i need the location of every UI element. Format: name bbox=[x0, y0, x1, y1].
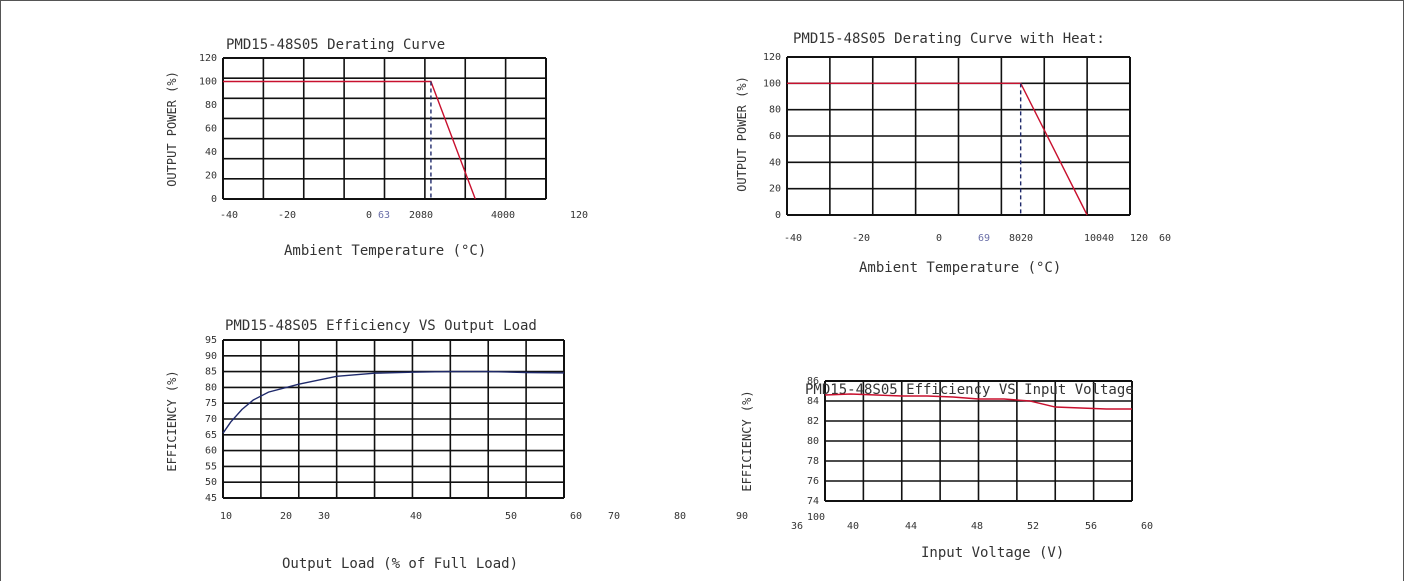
c1-series-line bbox=[223, 80, 476, 200]
c2-ytick-label: 60 bbox=[769, 131, 781, 142]
c2-ylabel: OUTPUT POWER (%) bbox=[735, 76, 749, 192]
c4-xtick-label: 44 bbox=[905, 521, 917, 532]
c3-ytick-label: 75 bbox=[205, 398, 217, 409]
c1-ytick-label: 100 bbox=[199, 77, 217, 88]
c4-series-line bbox=[824, 393, 1132, 410]
c1-ytick-label: 40 bbox=[205, 147, 217, 158]
c3-xtick-label: 70 bbox=[608, 511, 620, 522]
c3-ytick-label: 70 bbox=[205, 414, 217, 425]
c4-xtick-extra: 100 bbox=[807, 512, 825, 523]
c2-ytick-label: 40 bbox=[769, 157, 781, 168]
c4-xlabel: Input Voltage (V) bbox=[921, 545, 1064, 561]
c1-xtick-label: -20 bbox=[278, 210, 296, 221]
c3-xtick-label: 60 bbox=[570, 511, 582, 522]
c3-xtick-label: 20 bbox=[280, 511, 292, 522]
c3-ytick-label: 90 bbox=[205, 351, 217, 362]
c4-ytick-label: 82 bbox=[807, 416, 819, 427]
c3-xtick-label: 80 bbox=[674, 511, 686, 522]
c2-ytick-label: 20 bbox=[769, 184, 781, 195]
c3-xtick-label: 30 bbox=[318, 511, 330, 522]
c4-ytick-label: 74 bbox=[807, 496, 819, 507]
c2-xtick-label: 120 bbox=[1130, 233, 1148, 244]
c3-ytick-label: 45 bbox=[205, 493, 217, 504]
c3-xtick-label: 40 bbox=[410, 511, 422, 522]
c2-title: PMD15-48S05 Derating Curve with Heat: bbox=[793, 31, 1105, 47]
c2-ytick-label: 120 bbox=[763, 52, 781, 63]
c2-xtick-label: 8020 bbox=[1009, 233, 1033, 244]
c1-ytick-label: 120 bbox=[199, 53, 217, 64]
c2-xtick-label: 10040 bbox=[1084, 233, 1114, 244]
c1-xtick-label: 63 bbox=[378, 210, 390, 221]
c2-ytick-label: 100 bbox=[763, 78, 781, 89]
c3-ytick-label: 80 bbox=[205, 382, 217, 393]
c4-ytick-label: 76 bbox=[807, 476, 819, 487]
c2-xtick-label: 60 bbox=[1159, 233, 1171, 244]
c4-xtick-label: 40 bbox=[847, 521, 859, 532]
c4-ytick-label: 78 bbox=[807, 456, 819, 467]
c1-title: PMD15-48S05 Derating Curve bbox=[226, 37, 445, 53]
c2-xlabel: Ambient Temperature (°C) bbox=[859, 260, 1061, 276]
c4-ytick-label: 84 bbox=[807, 396, 819, 407]
c3-ytick-label: 65 bbox=[205, 430, 217, 441]
c1-xtick-label: -40 bbox=[220, 210, 238, 221]
c4-xtick-label: 56 bbox=[1085, 521, 1097, 532]
c2-xtick-label: 0 bbox=[936, 233, 942, 244]
c2-xtick-label: -40 bbox=[784, 233, 802, 244]
c3-ylabel: EFFICIENCY (%) bbox=[165, 370, 179, 471]
c1-xtick-label: 4000 bbox=[491, 210, 515, 221]
c1-xtick-label: 120 bbox=[570, 210, 588, 221]
c3-ytick-label: 55 bbox=[205, 461, 217, 472]
c1-ytick-label: 60 bbox=[205, 124, 217, 135]
c1-xtick-label: 0 bbox=[366, 210, 372, 221]
c4-ylabel: EFFICIENCY (%) bbox=[740, 390, 754, 491]
c3-xtick-label: 10 bbox=[220, 511, 232, 522]
c2-ytick-label: 0 bbox=[775, 210, 781, 221]
c3-xtick-label: 90 bbox=[736, 511, 748, 522]
c4-xtick-label: 60 bbox=[1141, 521, 1153, 532]
c4-xtick-label: 52 bbox=[1027, 521, 1039, 532]
c3-title: PMD15-48S05 Efficiency VS Output Load bbox=[225, 318, 537, 334]
c1-xlabel: Ambient Temperature (°C) bbox=[284, 243, 486, 259]
c3-ytick-label: 95 bbox=[205, 335, 217, 346]
c3-series-line bbox=[222, 370, 565, 434]
c3-xlabel: Output Load (% of Full Load) bbox=[282, 556, 518, 572]
c4-title: PMD15-48S05 Efficiency VS Input Voltage bbox=[805, 382, 1134, 398]
c3-xtick-label: 50 bbox=[505, 511, 517, 522]
c1-xtick-label: 2080 bbox=[409, 210, 433, 221]
c4-ytick-label: 86 bbox=[807, 376, 819, 387]
c2-xtick-label: 69 bbox=[978, 233, 990, 244]
c1-ytick-label: 20 bbox=[205, 171, 217, 182]
c1-ytick-label: 80 bbox=[205, 100, 217, 111]
c2-ytick-label: 80 bbox=[769, 105, 781, 116]
c3-ytick-label: 60 bbox=[205, 446, 217, 457]
c1-ytick-label: 0 bbox=[211, 194, 217, 205]
c4-xtick-label: 36 bbox=[791, 521, 803, 532]
c4-ytick-label: 80 bbox=[807, 436, 819, 447]
c2-xtick-label: -20 bbox=[852, 233, 870, 244]
c1-ylabel: OUTPUT POWER (%) bbox=[165, 71, 179, 187]
c3-ytick-label: 50 bbox=[205, 477, 217, 488]
c4-xtick-label: 48 bbox=[971, 521, 983, 532]
c2-series-line bbox=[787, 82, 1088, 216]
c3-ytick-label: 85 bbox=[205, 367, 217, 378]
